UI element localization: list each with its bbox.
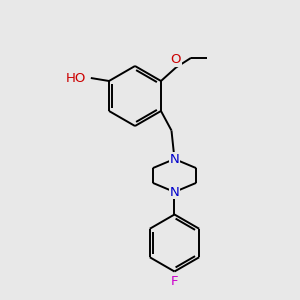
- Text: HO: HO: [66, 71, 86, 85]
- Text: O: O: [171, 53, 181, 66]
- Text: N: N: [169, 152, 179, 166]
- Text: F: F: [171, 275, 178, 288]
- Text: N: N: [169, 185, 179, 199]
